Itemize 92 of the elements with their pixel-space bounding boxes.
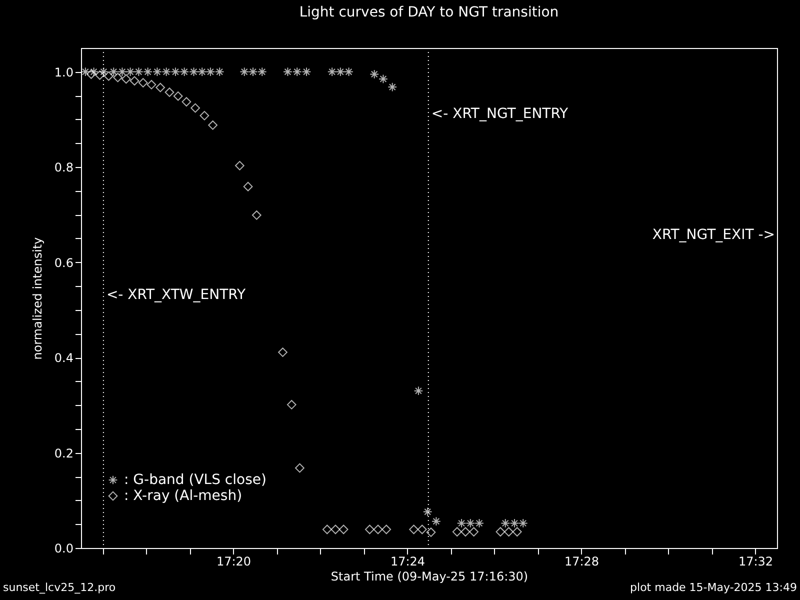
- point: [173, 91, 183, 101]
- point: [512, 527, 522, 536]
- point: [180, 67, 190, 76]
- x-axis-title: Start Time (09-May-25 17:16:30): [330, 570, 528, 584]
- point: [286, 400, 296, 410]
- point: [95, 70, 104, 80]
- y-tick-label: 1.0: [54, 65, 74, 80]
- point: [452, 527, 462, 536]
- point: [414, 386, 424, 396]
- point: [338, 524, 348, 534]
- point: [302, 67, 312, 76]
- point: [134, 67, 144, 76]
- point: [99, 67, 108, 76]
- point: [146, 80, 156, 90]
- point: [248, 67, 258, 76]
- point: [243, 182, 253, 192]
- point: [121, 74, 131, 84]
- ref-line-label: <- XRT_NGT_ENTRY: [431, 106, 569, 122]
- y-tick-label: 0.2: [54, 446, 74, 460]
- point: [113, 72, 122, 82]
- point: [336, 67, 346, 76]
- point: [364, 524, 374, 534]
- x-tick-label: 17:24: [390, 554, 426, 568]
- y-tick-label: 0.6: [54, 256, 74, 270]
- x-tick-label: 17:20: [216, 554, 252, 568]
- point: [292, 67, 302, 76]
- point: [104, 71, 114, 81]
- point: [373, 524, 383, 534]
- y-tick-label: 0.8: [54, 160, 74, 175]
- point: [500, 518, 510, 528]
- point: [156, 82, 166, 92]
- point: [126, 67, 136, 76]
- point: [456, 518, 466, 528]
- point: [474, 518, 484, 528]
- point: [138, 78, 148, 88]
- point: [252, 210, 262, 220]
- point: [295, 463, 304, 473]
- y-tick-label: 0.4: [54, 351, 74, 366]
- x-tick-label: 17:28: [564, 554, 600, 568]
- point: [257, 67, 267, 76]
- point: [460, 527, 470, 536]
- point: [370, 70, 380, 79]
- point: [330, 524, 340, 534]
- point: [130, 76, 140, 86]
- point: [240, 67, 250, 76]
- point: [504, 527, 514, 536]
- text: sunset_lcv25_12.pro: [3, 581, 116, 594]
- point: [510, 518, 520, 528]
- point: [426, 528, 436, 537]
- point: [432, 516, 441, 526]
- point: [206, 67, 216, 76]
- point: [164, 88, 174, 97]
- point: [322, 524, 332, 534]
- point: [417, 524, 427, 534]
- legend-label: : X-ray (Al-mesh): [124, 488, 242, 504]
- point: [469, 527, 478, 536]
- point: [197, 67, 207, 76]
- point: [378, 74, 388, 84]
- point: [344, 67, 354, 76]
- point: [200, 110, 210, 120]
- point: [208, 120, 218, 130]
- text: plot made 15-May-2025 13:49: [630, 581, 797, 594]
- point: [388, 82, 398, 92]
- point: [190, 103, 200, 113]
- legend-label: : G-band (VLS close): [124, 472, 266, 488]
- y-tick-label: 0.0: [54, 542, 74, 556]
- point: [118, 67, 127, 76]
- point: [162, 67, 172, 76]
- point: [214, 67, 224, 76]
- point: [89, 67, 98, 76]
- point: [518, 518, 528, 528]
- point: [466, 518, 476, 528]
- point: [278, 348, 288, 357]
- annotation: XRT_NGT_EXIT ->: [652, 227, 775, 243]
- point: [327, 67, 337, 76]
- point: [422, 507, 432, 516]
- point: [143, 67, 152, 76]
- point: [283, 67, 292, 76]
- point: [182, 97, 192, 106]
- point: [235, 160, 244, 170]
- chart-title: Light curves of DAY to NGT transition: [299, 4, 559, 20]
- point: [108, 67, 118, 76]
- point: [382, 524, 392, 534]
- y-axis-title: normalized intensity: [30, 237, 44, 360]
- x-tick-label: 17:32: [738, 554, 774, 568]
- point: [170, 67, 180, 76]
- point: [152, 67, 162, 76]
- point: [409, 524, 418, 534]
- point: [496, 527, 506, 536]
- point: [86, 70, 96, 79]
- ref-line-label: <- XRT_XTW_ENTRY: [106, 287, 246, 303]
- point: [189, 67, 198, 76]
